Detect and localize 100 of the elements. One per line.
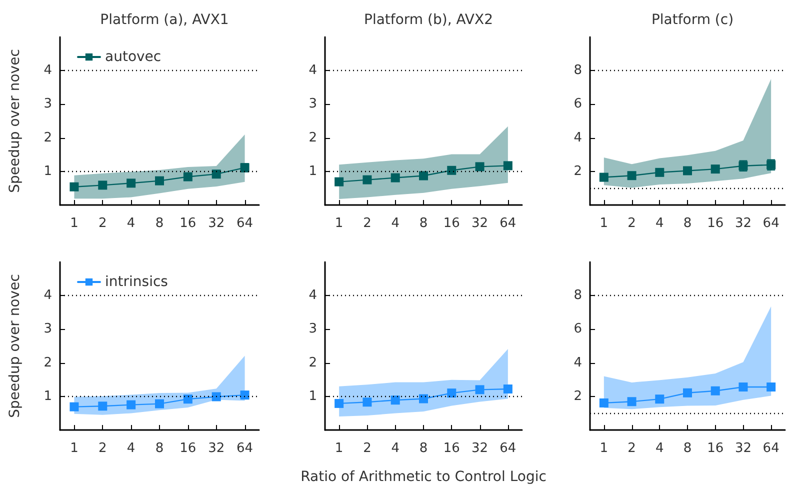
y-tick-label: 2 (574, 164, 582, 179)
point (738, 382, 748, 392)
y-tick-label: 8 (574, 63, 582, 78)
x-tick-label: 64 (762, 441, 780, 456)
chart-title: Platform (a), AVX1 (100, 12, 229, 28)
y-tick-label: 2 (308, 355, 317, 370)
y-tick-label: 2 (574, 388, 582, 404)
x-tick-label: 64 (500, 216, 516, 231)
point (126, 400, 136, 410)
point (655, 394, 664, 404)
x-tick-label: 1 (600, 441, 608, 456)
y-tick-label: 6 (574, 322, 582, 337)
point (240, 390, 250, 400)
x-tick-label: 32 (734, 216, 752, 231)
y-tick-label: 1 (308, 388, 317, 404)
y-tick-label: 4 (44, 288, 52, 304)
point (70, 402, 79, 412)
x-tick-label: 16 (443, 216, 460, 231)
point (447, 166, 456, 175)
x-tick-label: 1 (70, 216, 78, 231)
point (126, 178, 136, 188)
point (390, 396, 400, 405)
y-tick-label: 4 (308, 63, 317, 78)
point (599, 398, 608, 408)
point (362, 398, 372, 407)
point (155, 399, 164, 408)
y-tick-label: 4 (574, 130, 582, 146)
point (98, 180, 108, 190)
x-tick-label: 8 (155, 441, 164, 456)
point (475, 385, 484, 394)
x-tick-label: 1 (70, 441, 78, 456)
point (183, 394, 192, 404)
x-tick-label: 1 (334, 216, 344, 231)
y-tick-label: 4 (44, 63, 52, 78)
x-tick-label: 16 (180, 441, 196, 456)
x-tick-label: 64 (236, 216, 254, 231)
x-tick-label: 8 (419, 441, 428, 456)
x-tick-label: 16 (707, 216, 724, 231)
legend-label: autovec (105, 49, 162, 65)
point (334, 177, 344, 186)
chart-title: Platform (c) (651, 12, 734, 28)
y-tick-label: 2 (44, 355, 52, 370)
point (155, 176, 164, 186)
x-tick-label: 2 (98, 216, 107, 231)
y-tick-label: 2 (44, 130, 52, 146)
y-tick-label: 1 (308, 164, 317, 179)
point (419, 394, 428, 404)
x-tick-label: 4 (126, 216, 136, 231)
x-tick-label: 4 (126, 441, 136, 456)
point (212, 170, 221, 179)
x-tick-label: 1 (600, 216, 608, 231)
x-tick-label: 16 (443, 441, 460, 456)
x-tick-label: 64 (762, 216, 780, 231)
point (683, 388, 692, 398)
x-tick-label: 16 (180, 216, 196, 231)
x-tick-label: 32 (734, 441, 752, 456)
y-tick-label: 8 (574, 288, 582, 304)
y-tick-label: 2 (308, 130, 317, 146)
x-tick-label: 1 (334, 441, 344, 456)
x-tick-label: 8 (683, 216, 692, 231)
y-tick-label: 3 (44, 96, 52, 112)
x-tick-label: 4 (391, 216, 400, 231)
x-tick-label: 16 (707, 441, 724, 456)
y-tick-label: 4 (574, 355, 582, 370)
point (599, 172, 608, 182)
x-tick-label: 64 (236, 441, 254, 456)
x-tick-label: 32 (208, 441, 225, 456)
point (627, 397, 636, 406)
y-tick-label: 4 (308, 288, 317, 304)
x-tick-label: 2 (363, 441, 372, 456)
x-tick-label: 32 (472, 216, 488, 231)
point (334, 398, 344, 408)
y-tick-label: 1 (44, 388, 52, 404)
point (98, 402, 108, 411)
point (183, 172, 192, 182)
point (655, 168, 664, 177)
point (710, 386, 720, 396)
x-tick-label: 32 (472, 441, 488, 456)
point (766, 382, 776, 392)
point (447, 388, 456, 398)
point (503, 384, 512, 394)
y-tick-label: 3 (308, 322, 317, 337)
x-tick-label: 2 (628, 441, 636, 456)
y-axis-title: Speedup over novec (7, 49, 23, 193)
y-tick-label: 6 (574, 96, 582, 112)
point (362, 175, 372, 184)
x-tick-label: 4 (656, 216, 664, 231)
y-axis-title: Speedup over novec (7, 274, 23, 418)
legend-label: intrinsics (105, 274, 168, 290)
x-tick-label: 2 (628, 216, 636, 231)
x-tick-label: 4 (656, 441, 664, 456)
point (683, 166, 692, 176)
point (710, 164, 720, 174)
x-axis-title: Ratio of Arithmetic to Control Logic (300, 469, 546, 485)
x-tick-label: 8 (419, 216, 428, 231)
x-tick-label: 2 (98, 441, 107, 456)
y-tick-label: 3 (308, 96, 317, 112)
point (212, 392, 221, 402)
x-tick-label: 2 (363, 216, 372, 231)
point (503, 161, 512, 170)
